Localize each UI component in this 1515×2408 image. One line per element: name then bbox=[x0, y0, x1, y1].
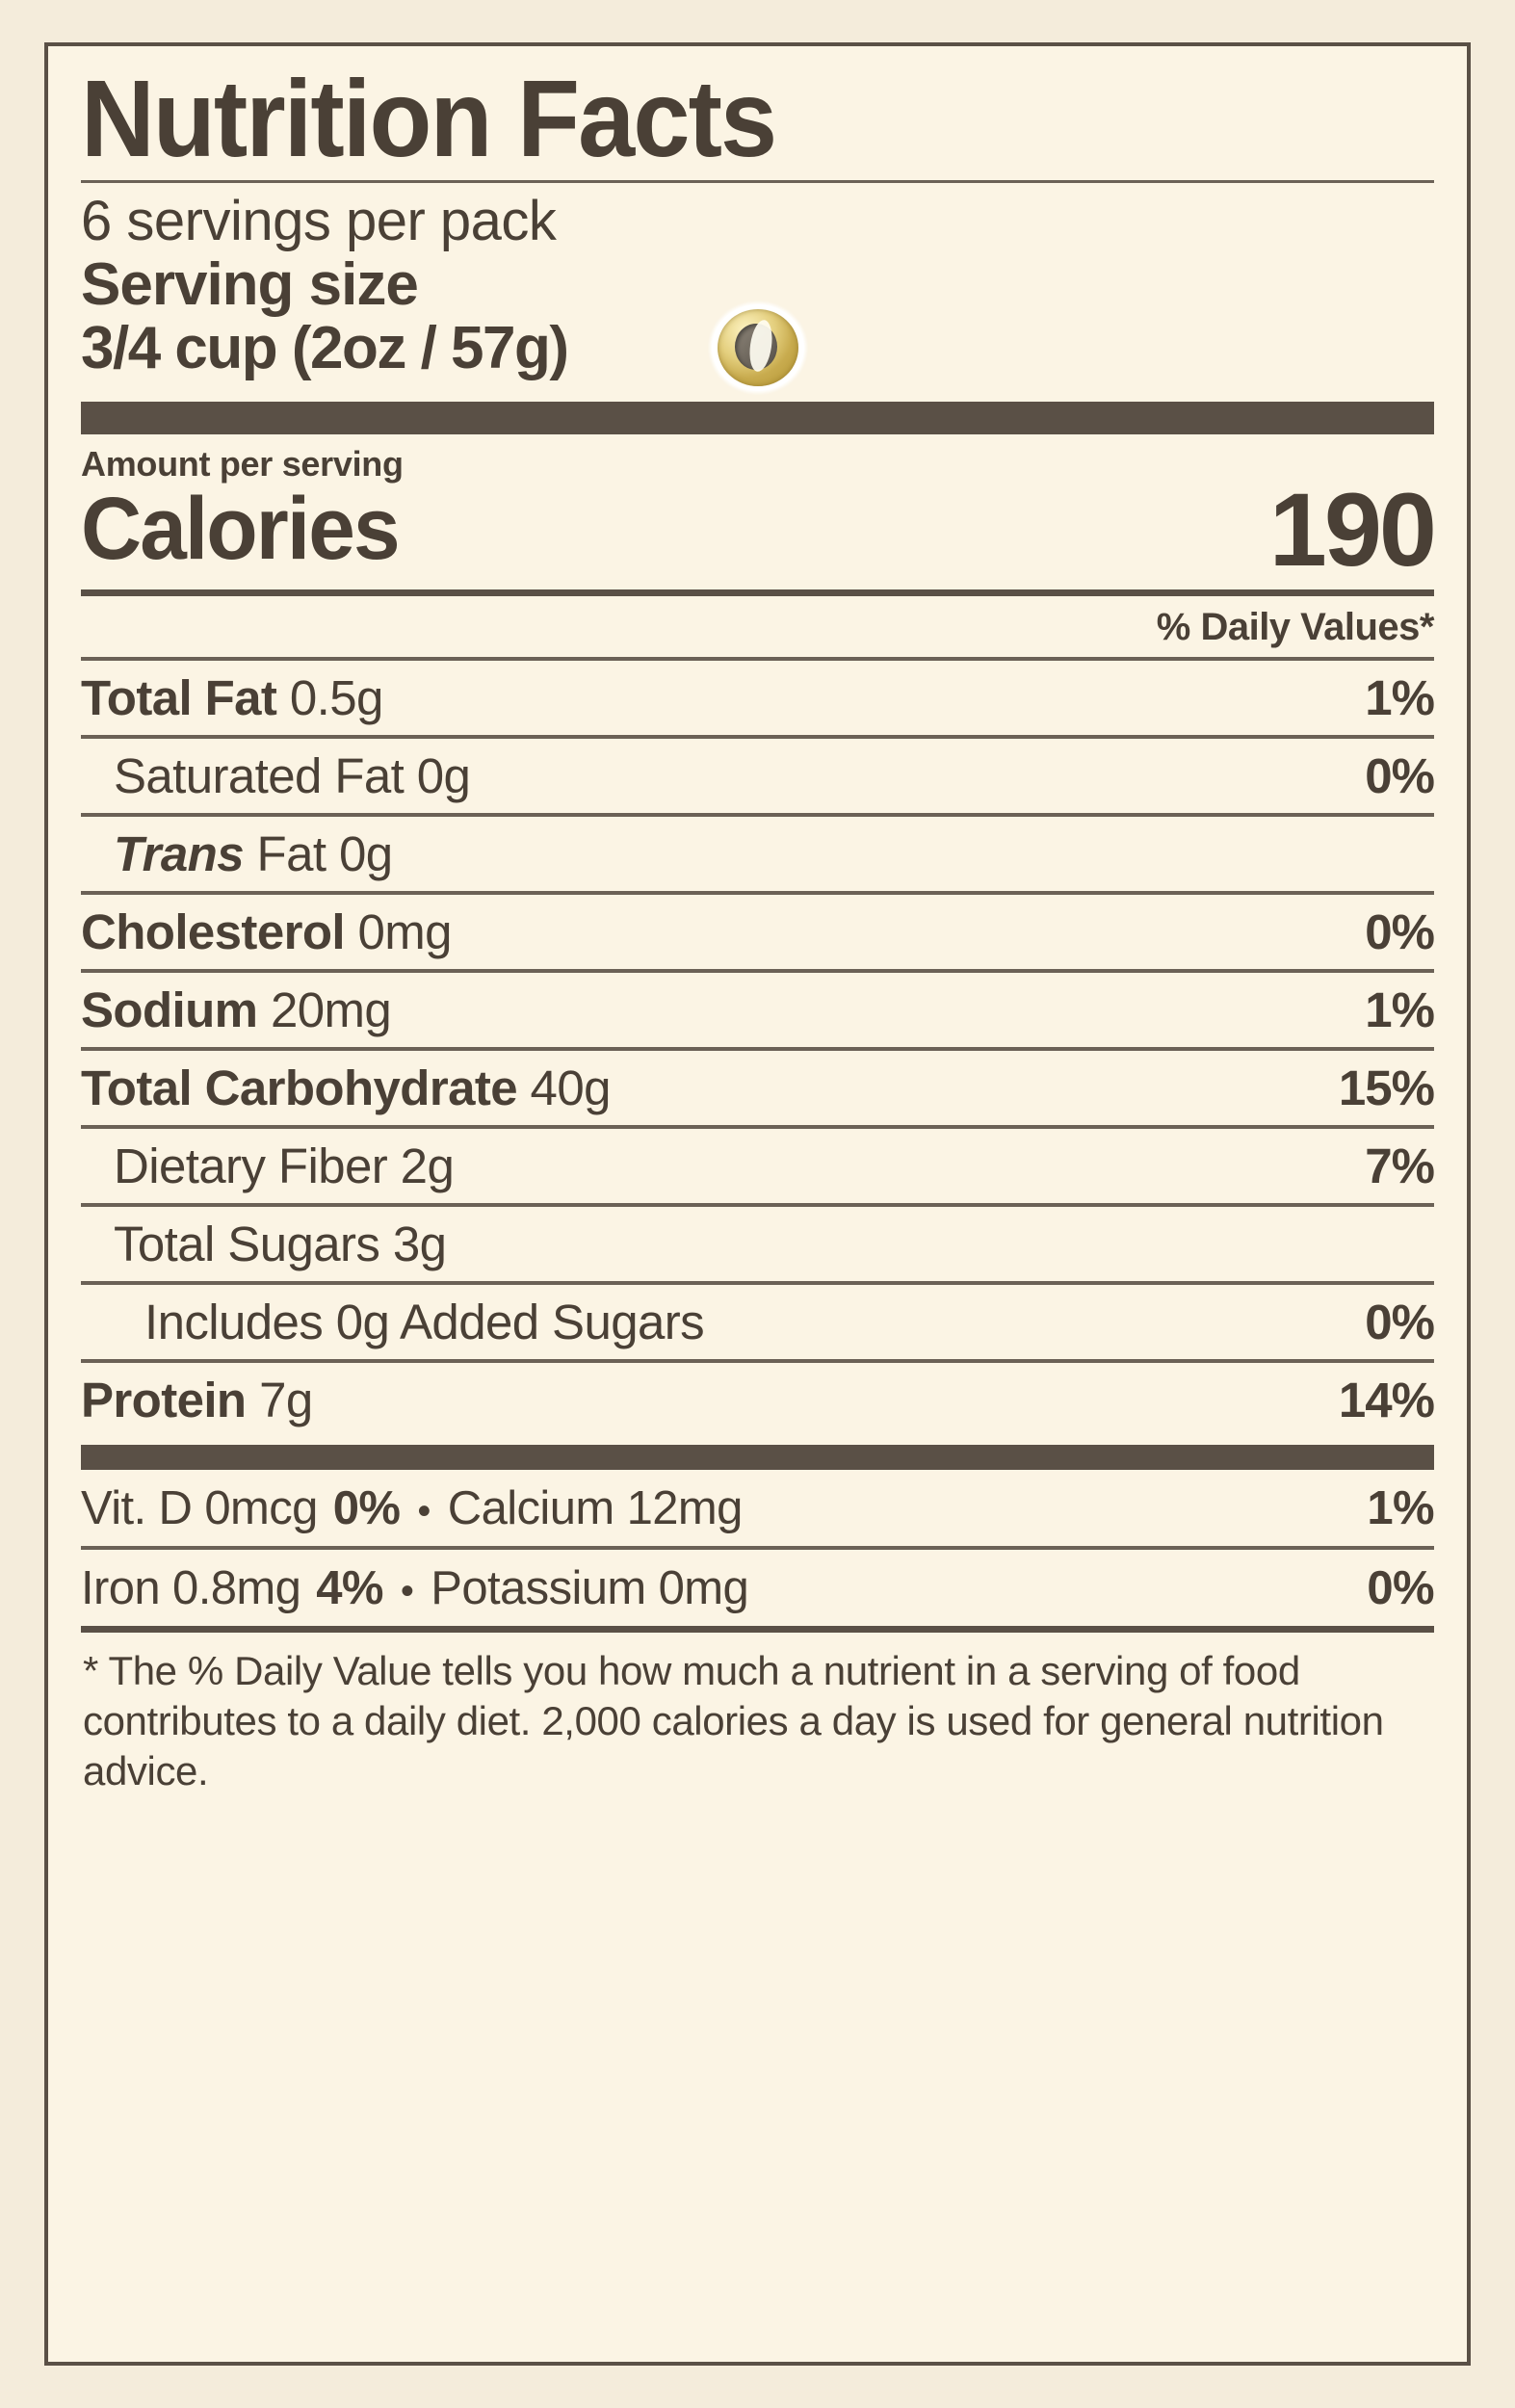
nutrient-daily-value: 14% bbox=[1338, 1372, 1435, 1427]
nutrient-daily-value: 15% bbox=[1338, 1060, 1435, 1115]
calories-label: Calories bbox=[81, 479, 401, 578]
nutrient-row-divider bbox=[81, 1202, 1434, 1207]
table-row: Total Carbohydrate 40g 15% bbox=[81, 1051, 1435, 1125]
nutrient-name: Total Sugars 3g bbox=[114, 1216, 447, 1271]
nutrient-row-divider bbox=[81, 656, 1434, 661]
nutrition-facts-panel: Nutrition Facts 6 servings per pack Serv… bbox=[44, 42, 1471, 2366]
micronutrient-left-daily-value: 4% bbox=[316, 1561, 383, 1614]
calories-row: Calories 190 bbox=[81, 471, 1437, 589]
nutrient-daily-value: 1% bbox=[1365, 982, 1435, 1037]
nutrient-daily-value: 0% bbox=[1365, 747, 1435, 803]
title-divider bbox=[81, 180, 1434, 184]
micronutrient-row: Vit. D 0mcg 0% • Calcium 12mg 1% bbox=[81, 1470, 1435, 1546]
micronutrient-left-name: Iron 0.8mg bbox=[81, 1561, 301, 1614]
nutrient-daily-value: 0% bbox=[1365, 903, 1435, 959]
table-row: Cholesterol 0mg 0% bbox=[81, 895, 1435, 969]
table-row: Includes 0g Added Sugars 0% bbox=[81, 1285, 1435, 1359]
micronutrient-right-daily-value: 1% bbox=[1367, 1481, 1434, 1534]
thick-divider-bottom bbox=[81, 1444, 1434, 1470]
table-row: Total Sugars 3g bbox=[81, 1207, 1434, 1281]
nutrient-name: Total Fat 0.5g bbox=[81, 669, 383, 725]
nutrient-daily-value: 0% bbox=[1365, 1294, 1435, 1349]
page-title: Nutrition Facts bbox=[81, 58, 777, 179]
servings-per-container: 6 servings per pack bbox=[81, 190, 557, 253]
nutrient-row-divider bbox=[81, 1124, 1434, 1129]
bullet-separator-icon: • bbox=[417, 1489, 431, 1532]
micronutrient-left-name: Vit. D 0mcg bbox=[81, 1481, 318, 1534]
nutrient-row-divider bbox=[81, 812, 1434, 817]
bullet-separator-icon: • bbox=[400, 1569, 414, 1612]
nutrient-row-divider bbox=[81, 1280, 1434, 1285]
calories-divider bbox=[81, 589, 1434, 596]
calories-value: 190 bbox=[1268, 471, 1437, 589]
serving-size-amount: 3/4 cup (2oz / 57g) bbox=[81, 314, 569, 381]
nutrient-row-divider bbox=[81, 734, 1434, 739]
table-row: Sodium 20mg 1% bbox=[81, 973, 1435, 1047]
nutrient-table: Total Fat 0.5g 1% Saturated Fat 0g 0% Trans … bbox=[81, 656, 1435, 1437]
nutrient-row-divider bbox=[81, 890, 1434, 895]
nutrient-daily-value: 1% bbox=[1365, 669, 1435, 725]
micronutrient-right-name: Calcium 12mg bbox=[447, 1481, 744, 1534]
footnote-divider bbox=[81, 1625, 1434, 1633]
table-row: Total Fat 0.5g 1% bbox=[81, 661, 1435, 735]
micronutrient-row: Iron 0.8mg 4% • Potassium 0mg 0% bbox=[81, 1550, 1435, 1626]
micronutrient-left-daily-value: 0% bbox=[332, 1481, 401, 1534]
daily-value-footnote: * The % Daily Value tells you how much a… bbox=[83, 1647, 1384, 1793]
nutrient-daily-value: 7% bbox=[1365, 1138, 1435, 1193]
serving-size-label: Serving size bbox=[81, 251, 419, 319]
nutrient-name: Trans Fat 0g bbox=[114, 825, 393, 881]
nutrient-name: Total Carbohydrate 40g bbox=[81, 1060, 611, 1115]
nutrient-name: Saturated Fat 0g bbox=[114, 747, 471, 803]
nutrient-row-divider bbox=[81, 968, 1434, 973]
table-row: Protein 7g 14% bbox=[81, 1363, 1435, 1437]
nutrient-name: Protein 7g bbox=[81, 1372, 313, 1427]
table-row: Trans Fat 0g bbox=[81, 817, 1434, 891]
nutrient-name: Includes 0g Added Sugars bbox=[144, 1294, 705, 1349]
daily-values-header: % Daily Values* bbox=[1156, 605, 1435, 648]
micronutrient-right-daily-value: 0% bbox=[1367, 1561, 1434, 1614]
nutrient-row-divider bbox=[81, 1046, 1434, 1051]
micronutrient-right-name: Potassium 0mg bbox=[431, 1561, 749, 1614]
thick-divider-top bbox=[81, 401, 1434, 434]
serving-size-block: Serving size 3/4 cup (2oz / 57g) bbox=[81, 253, 1434, 380]
nutrient-name: Cholesterol 0mg bbox=[81, 903, 453, 959]
nutrient-name: Sodium 20mg bbox=[81, 982, 392, 1037]
nutrient-name: Dietary Fiber 2g bbox=[114, 1138, 455, 1193]
micronutrient-row-divider bbox=[81, 1545, 1434, 1550]
table-row: Saturated Fat 0g 0% bbox=[81, 739, 1435, 813]
micronutrient-table: Vit. D 0mcg 0% • Calcium 12mg 1% Iron 0.8mg 4%… bbox=[81, 1470, 1435, 1626]
nutrient-row-divider bbox=[81, 1358, 1434, 1363]
table-row: Dietary Fiber 2g 7% bbox=[81, 1129, 1435, 1203]
amount-per-serving-label: Amount per serving bbox=[81, 443, 404, 484]
metal-grommet-eyelet-icon bbox=[712, 304, 804, 391]
